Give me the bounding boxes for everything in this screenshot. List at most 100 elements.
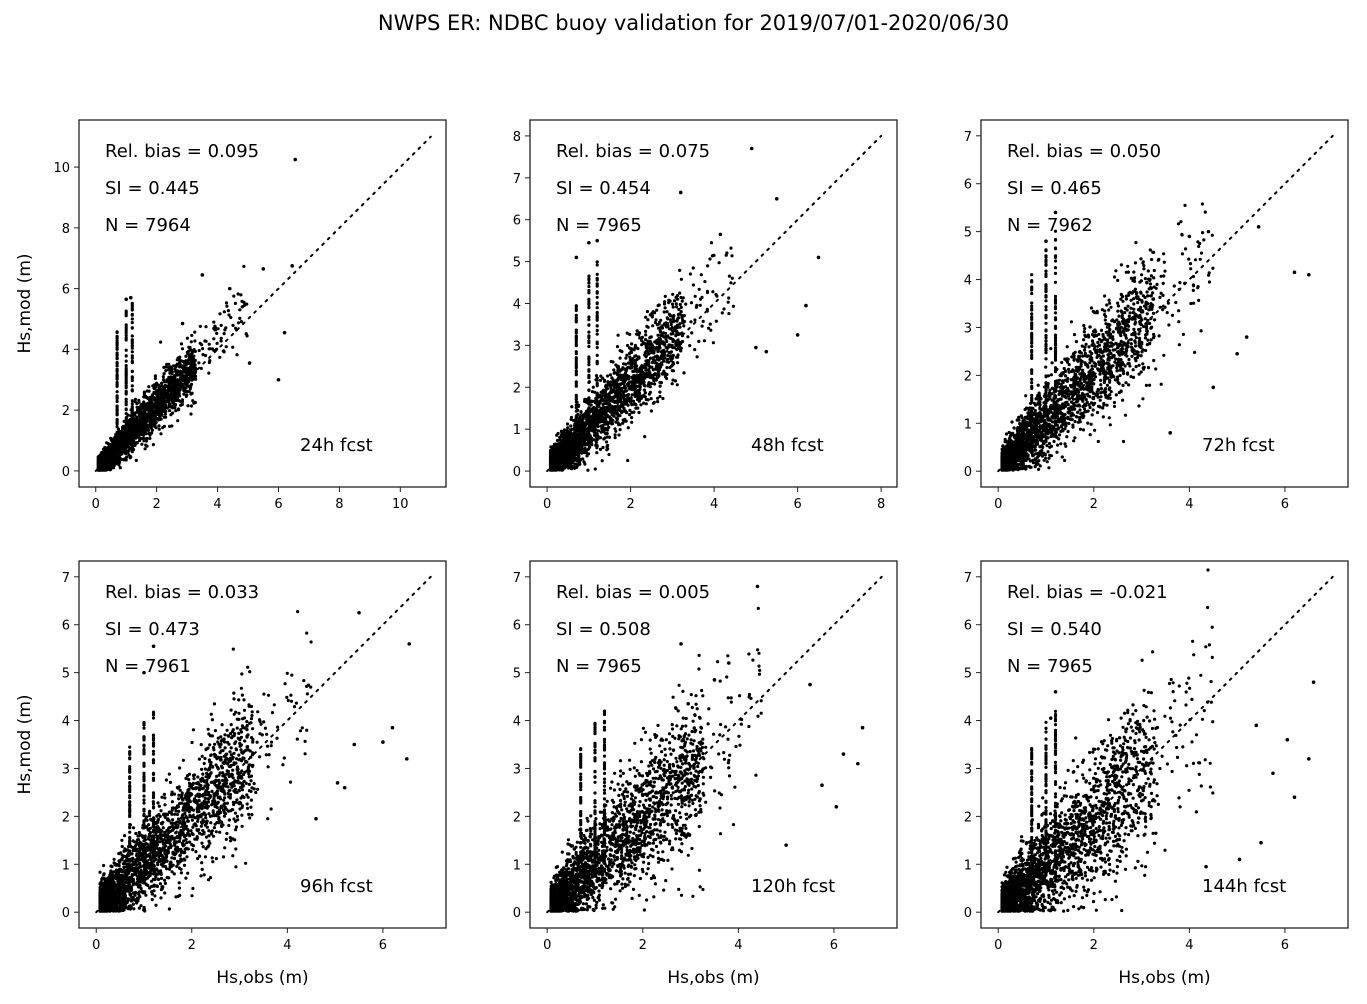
y-tick-label: 3	[964, 321, 972, 336]
y-tick-label: 5	[513, 667, 521, 682]
x-tick-label: 0	[994, 938, 1002, 953]
outlier-point	[587, 240, 591, 245]
outlier-point	[142, 670, 146, 675]
axes-frame	[78, 560, 447, 929]
y-tick-label: 2	[62, 810, 70, 825]
n-label: N = 7965	[1007, 656, 1093, 677]
outlier-point	[820, 783, 824, 788]
x-tick-label: 6	[1281, 497, 1289, 512]
forecast-label: 48h fcst	[751, 435, 824, 456]
one-to-one-line	[95, 575, 432, 914]
one-to-one-line	[94, 135, 432, 472]
outlier-point	[342, 785, 347, 790]
outlier-point	[1048, 716, 1053, 720]
x-tick-label: 10	[392, 497, 409, 512]
y-tick-label: 0	[964, 906, 972, 921]
scatter-points	[549, 584, 865, 913]
y-tick-label: 6	[62, 283, 70, 298]
x-axis-label: Hs,obs (m)	[1118, 968, 1210, 988]
si-label: SI = 0.508	[556, 619, 651, 640]
y-tick-label: 7	[964, 571, 972, 586]
y-tick-label: 5	[964, 667, 972, 682]
outlier-point	[574, 255, 579, 260]
one-to-one-line	[997, 134, 1334, 473]
y-tick-label: 7	[513, 571, 521, 586]
y-tick-label: 3	[62, 762, 70, 777]
y-tick-label: 5	[513, 256, 521, 271]
n-label: N = 7961	[105, 656, 191, 677]
outlier-point	[151, 644, 156, 649]
outlier-point	[1259, 840, 1263, 845]
outlier-point	[1292, 270, 1297, 275]
n-label: N = 7965	[556, 215, 642, 236]
y-tick-label: 4	[513, 298, 521, 313]
outlier-point	[774, 196, 779, 201]
y-tick-label: 7	[964, 130, 972, 145]
y-tick-label: 2	[964, 369, 972, 384]
x-tick-label: 0	[543, 497, 551, 512]
panel-72h: 0 2 4 6 0 1 2 3 4 5 6 7 Rel. bias = 0.050 SI = 0.465 N…	[964, 119, 1349, 512]
outlier-point	[841, 752, 846, 756]
outlier-point	[1204, 864, 1208, 869]
si-label: SI = 0.473	[105, 619, 200, 640]
y-tick-label: 10	[53, 161, 70, 176]
outlier-point	[718, 232, 723, 237]
x-tick-label: 6	[793, 497, 801, 512]
scatter-points	[1000, 202, 1311, 472]
outlier-point	[407, 642, 412, 646]
x-tick-label: 8	[877, 497, 885, 512]
rel-bias-label: Rel. bias = 0.033	[105, 582, 259, 603]
x-tick-label: 8	[335, 497, 343, 512]
outlier-point	[282, 330, 287, 335]
panel-24h: 0 2 4 6 8 10 0 2 4 6 8 10 Rel. bias = 0.095 SI = 0.44…	[15, 119, 447, 512]
outlier-point	[1235, 352, 1239, 356]
y-tick-label: 4	[62, 715, 70, 730]
outlier-point	[128, 295, 133, 300]
outlier-point	[1311, 680, 1316, 685]
outlier-point	[679, 642, 683, 646]
scatter-points	[96, 157, 298, 472]
si-label: SI = 0.465	[1007, 178, 1102, 199]
outlier-point	[314, 816, 318, 821]
y-tick-label: 6	[62, 619, 70, 634]
y-tick-label: 2	[513, 810, 521, 825]
x-tick-label: 2	[1090, 497, 1098, 512]
y-tick-label: 7	[62, 571, 70, 586]
x-tick-label: 0	[92, 497, 100, 512]
outlier-point	[1292, 795, 1297, 800]
outlier-point	[678, 190, 683, 195]
y-tick-label: 3	[964, 762, 972, 777]
outlier-point	[1307, 757, 1311, 761]
outlier-point	[712, 678, 717, 682]
outlier-point	[1168, 431, 1173, 435]
outlier-point	[276, 377, 281, 382]
y-tick-label: 4	[964, 715, 972, 730]
one-to-one-line	[546, 134, 883, 473]
y-tick-label: 0	[964, 465, 972, 480]
x-tick-label: 0	[543, 938, 551, 953]
outlier-point	[335, 781, 340, 785]
outlier-point	[357, 610, 361, 615]
y-tick-label: 5	[62, 667, 70, 682]
panel-120h: 0 2 4 6 0 1 2 3 4 5 6 7 Rel. bias = 0.005 SI = 0.508 N…	[513, 560, 898, 988]
outlier-point	[261, 267, 266, 271]
outlier-point	[764, 349, 769, 354]
outlier-point	[784, 843, 788, 847]
outlier-point	[795, 333, 800, 337]
si-label: SI = 0.540	[1007, 619, 1102, 640]
chart-title: NWPS ER: NDBC buoy validation for 2019/0…	[377, 11, 1010, 35]
x-tick-label: 2	[1090, 938, 1098, 953]
outlier-point	[834, 804, 839, 809]
outlier-point	[1206, 229, 1211, 234]
axes-frame	[529, 560, 898, 929]
rel-bias-label: Rel. bias = 0.050	[1007, 141, 1161, 162]
y-tick-label: 6	[964, 619, 972, 634]
y-tick-label: 2	[62, 404, 70, 419]
outlier-point	[1211, 385, 1216, 390]
forecast-label: 96h fcst	[300, 876, 373, 897]
rel-bias-label: Rel. bias = 0.095	[105, 141, 259, 162]
y-tick-label: 3	[513, 762, 521, 777]
n-label: N = 7964	[105, 215, 191, 236]
outlier-point	[1244, 335, 1249, 339]
outlier-point	[1285, 737, 1290, 742]
